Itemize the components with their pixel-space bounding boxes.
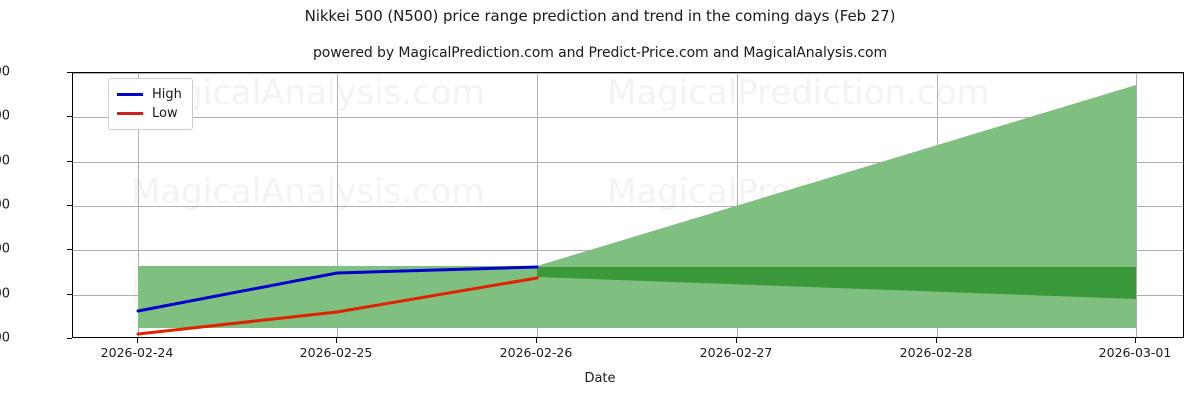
y-tick-label: 4700	[0, 108, 10, 124]
x-tick-label: 2026-02-28	[899, 345, 973, 360]
y-tick-label: 4800	[0, 64, 10, 80]
gridline-vertical	[737, 73, 738, 337]
series-line-high	[136, 265, 539, 313]
legend-swatch-high-icon	[117, 93, 143, 96]
y-tick-label: 4400	[0, 241, 10, 257]
x-tick-label: 2026-02-25	[299, 345, 373, 360]
x-tick-label: 2026-02-26	[499, 345, 573, 360]
chart-legend: High Low	[108, 78, 193, 130]
y-tick-label: 4600	[0, 153, 10, 169]
legend-item-low: Low	[117, 104, 182, 123]
y-tick-label: 4300	[0, 286, 10, 302]
x-tick-mark	[137, 338, 138, 343]
y-tick-mark	[67, 161, 72, 162]
plot-inner: MagicalAnalysis.com MagicalPrediction.co…	[73, 73, 1183, 337]
x-tick-mark	[336, 338, 337, 343]
gridline-vertical	[138, 73, 139, 337]
legend-label-low: Low	[152, 106, 178, 121]
plot-area: MagicalAnalysis.com MagicalPrediction.co…	[72, 72, 1184, 338]
gridline-horizontal	[73, 117, 1183, 118]
data-layer	[136, 85, 1136, 336]
x-tick-label: 2026-02-27	[699, 345, 773, 360]
y-tick-label: 4200	[0, 330, 10, 346]
legend-swatch-low-icon	[117, 112, 143, 115]
gridline-horizontal	[73, 73, 1183, 74]
y-tick-label: 4500	[0, 197, 10, 213]
x-axis-label: Date	[584, 371, 616, 386]
x-tick-mark	[536, 338, 537, 343]
chart-title: Nikkei 500 (N500) price range prediction…	[304, 7, 896, 25]
x-tick-label: 2026-03-01	[1098, 345, 1172, 360]
gridline-vertical	[1136, 73, 1137, 337]
gridline-horizontal	[73, 206, 1183, 207]
x-tick-mark	[736, 338, 737, 343]
forecast-cone-inner	[537, 267, 1136, 299]
y-tick-mark	[67, 294, 72, 295]
gridline-vertical	[537, 73, 538, 337]
gridline-vertical	[337, 73, 338, 337]
chart-subtitle: powered by MagicalPrediction.com and Pre…	[312, 45, 888, 61]
y-tick-mark	[67, 338, 72, 339]
y-tick-mark	[67, 116, 72, 117]
x-tick-mark	[1135, 338, 1136, 343]
x-tick-mark	[936, 338, 937, 343]
y-tick-mark	[67, 249, 72, 250]
gridline-horizontal	[73, 162, 1183, 163]
legend-label-high: High	[152, 87, 182, 102]
legend-item-high: High	[117, 85, 182, 104]
x-tick-label: 2026-02-24	[100, 345, 174, 360]
y-tick-mark	[67, 72, 72, 73]
y-tick-mark	[67, 205, 72, 206]
series-line-low	[136, 276, 539, 336]
